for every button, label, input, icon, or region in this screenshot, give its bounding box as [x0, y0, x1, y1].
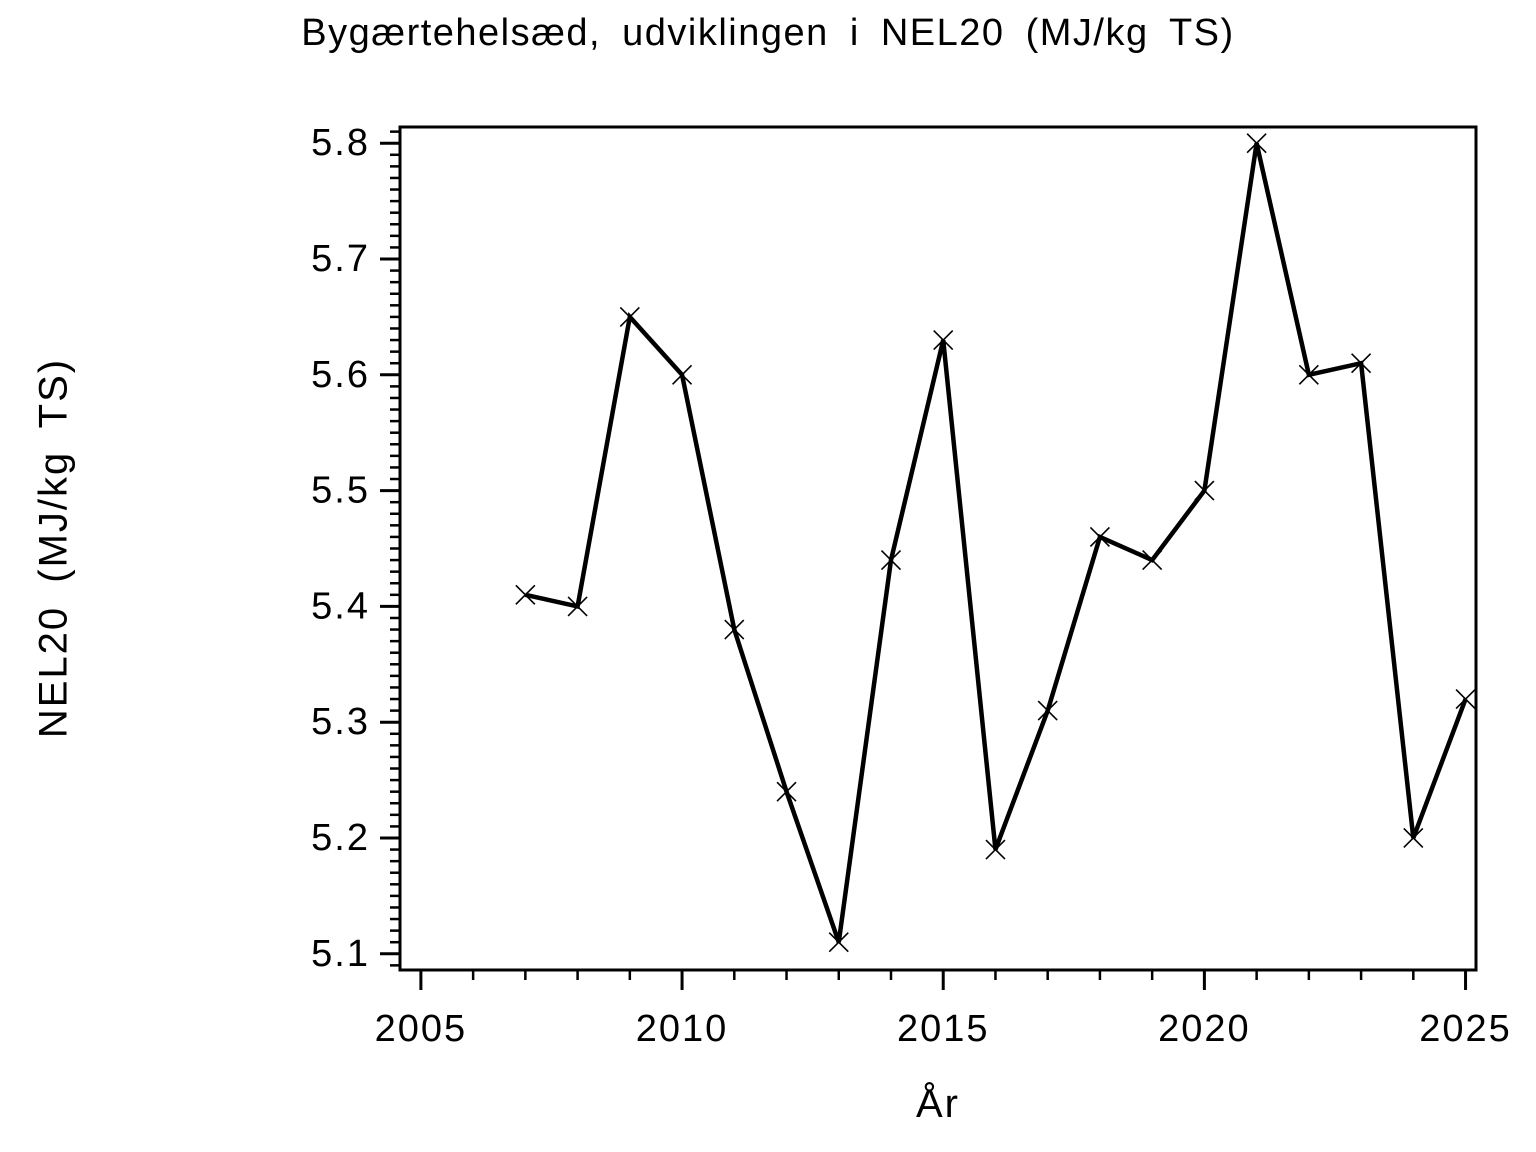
y-tick-label: 5.5 [311, 470, 370, 512]
y-tick-label: 5.2 [311, 817, 370, 859]
data-point-marker [567, 596, 588, 617]
y-tick-label: 5.4 [311, 585, 370, 627]
y-tick-label: 5.6 [311, 354, 370, 396]
y-tick-label: 5.7 [311, 238, 370, 280]
y-tick-label: 5.1 [311, 933, 370, 975]
data-point-marker [1037, 700, 1058, 721]
data-point-marker [724, 619, 745, 640]
data-point-marker [880, 550, 902, 571]
x-tick-label: 2010 [636, 1008, 729, 1050]
data-point-marker [1298, 364, 1319, 385]
data-point-marker [1246, 133, 1267, 154]
x-tick-label: 2005 [375, 1008, 468, 1050]
y-tick-label: 5.8 [311, 122, 370, 164]
plot-frame [398, 125, 1478, 972]
data-point-marker [1089, 526, 1110, 547]
data-point-marker [1351, 353, 1372, 374]
data-line [524, 142, 1468, 943]
data-point-marker [619, 306, 640, 327]
data-point-marker [985, 839, 1006, 860]
data-point-marker [933, 330, 954, 351]
data-point-marker [1403, 827, 1424, 849]
data-point-marker [776, 781, 797, 802]
data-point-marker [1455, 688, 1476, 710]
data-point-marker [828, 932, 849, 953]
chart-title: Bygærtehelsæd, udviklingen i NEL20 (MJ/k… [301, 12, 1235, 54]
data-point-marker [515, 584, 536, 605]
x-tick-label: 2020 [1158, 1008, 1251, 1050]
data-point-marker [671, 364, 693, 385]
x-axis-label: År [916, 1082, 960, 1126]
data-point-marker [1142, 550, 1163, 571]
x-tick-label: 2025 [1419, 1008, 1512, 1050]
x-tick-label: 2015 [897, 1008, 990, 1050]
data-point-marker [1194, 480, 1215, 501]
y-tick-label: 5.3 [311, 701, 370, 743]
